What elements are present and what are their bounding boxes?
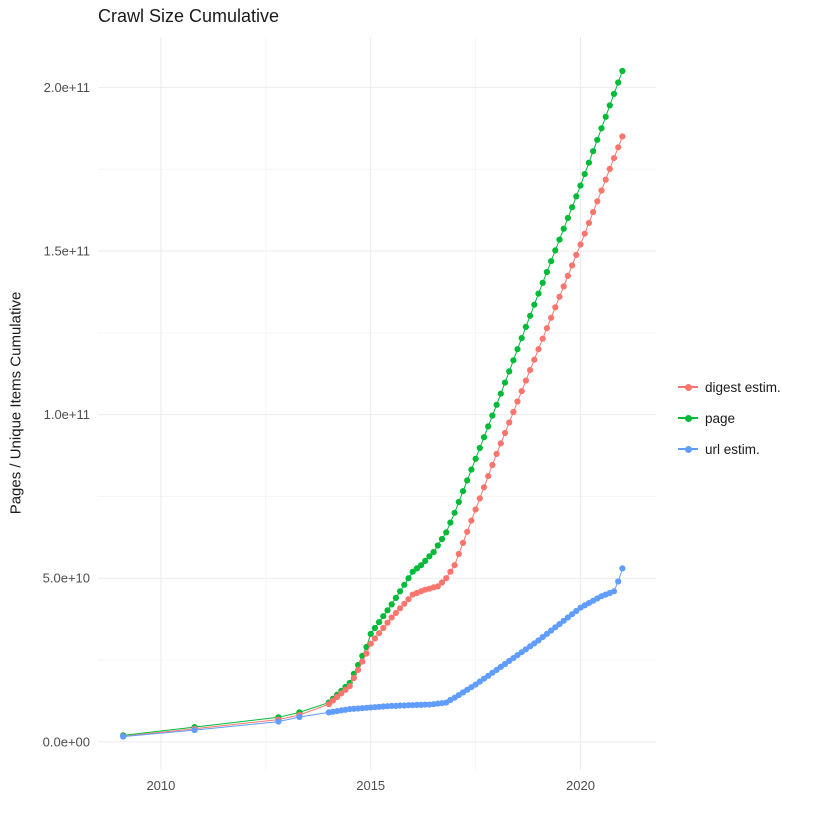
legend: digest estim. page url estim. (678, 376, 781, 469)
x-axis-tick-labels: 2010 2015 2020 (146, 778, 595, 793)
legend-item-page: page (678, 407, 781, 429)
x-tick-label: 2020 (566, 778, 595, 793)
chart-title: Crawl Size Cumulative (98, 6, 280, 26)
y-tick-label: 0.0e+00 (43, 734, 90, 749)
legend-key-icon (678, 408, 698, 428)
y-tick-label: 1.0e+11 (44, 407, 90, 422)
y-axis-tick-labels: 0.0e+00 5.0e+10 1.0e+11 1.5e+11 2.0e+11 (43, 80, 90, 750)
legend-key-icon (678, 439, 698, 459)
x-tick-label: 2015 (356, 778, 385, 793)
legend-key-icon (678, 377, 698, 397)
y-tick-label: 1.5e+11 (44, 243, 90, 258)
legend-label: page (705, 410, 736, 426)
legend-item-digest-estim: digest estim. (678, 376, 781, 398)
grid-major (98, 37, 656, 770)
legend-dot-icon (684, 414, 692, 422)
legend-dot-icon (684, 445, 692, 453)
series-digest-estim (120, 133, 626, 740)
legend-dot-icon (684, 383, 692, 391)
grid-minor (98, 37, 656, 770)
x-tick-label: 2010 (146, 778, 175, 793)
y-tick-label: 5.0e+10 (43, 571, 90, 586)
legend-item-url-estim: url estim. (678, 438, 781, 460)
series-url-estim (120, 565, 626, 740)
y-tick-label: 2.0e+11 (44, 80, 90, 95)
legend-label: url estim. (705, 441, 760, 457)
legend-label: digest estim. (705, 379, 781, 395)
